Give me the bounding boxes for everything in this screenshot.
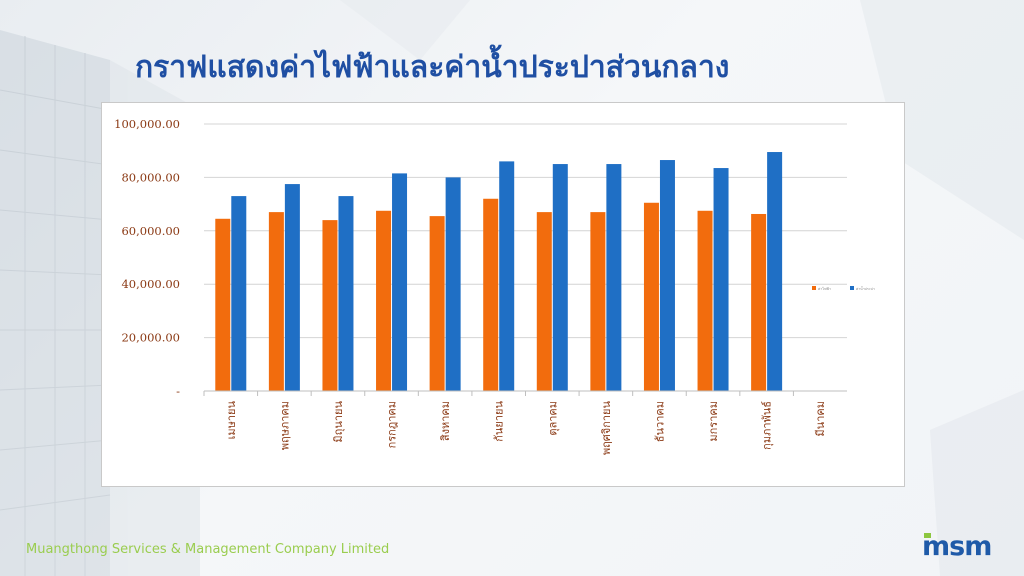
bar-water (338, 196, 354, 391)
x-tick-label: กันยายน (493, 401, 506, 442)
bar-water (659, 160, 675, 391)
x-tick-label: กุมภาพันธ์ (761, 401, 774, 450)
bar-water (445, 177, 461, 391)
legend-swatch (850, 286, 854, 290)
y-tick-label: 100,000.00 (114, 117, 180, 131)
x-tick-label: มกราคม (707, 401, 720, 442)
logo-text: msm (922, 531, 992, 562)
bar-electricity (215, 218, 231, 391)
bar-electricity (429, 216, 445, 391)
x-tick-label: พฤศจิกายน (600, 401, 613, 456)
y-tick-label: 80,000.00 (121, 170, 180, 184)
legend-swatch (812, 286, 816, 290)
slide-title: กราฟแสดงค่าไฟฟ้าและค่าน้ำประปาส่วนกลาง (135, 50, 730, 85)
bar-electricity (643, 202, 659, 391)
x-tick-label: ธันวาคม (653, 401, 666, 442)
bar-water (284, 184, 300, 391)
bar-electricity (697, 210, 713, 391)
bar-electricity (590, 212, 606, 391)
bar-chart: - 20,000.00 40,000.00 60,000.00 80,000.00 100… (114, 117, 875, 456)
bar-electricity (268, 212, 284, 391)
x-tick-label: พฤษภาคม (278, 401, 291, 450)
y-tick-label: - (176, 384, 180, 398)
x-tick-label: สิงหาคม (439, 401, 452, 441)
chart-container: - 20,000.00 40,000.00 60,000.00 80,000.00 100… (101, 102, 905, 487)
x-tick-label: มิถุนายน (332, 401, 345, 443)
msm-logo: msm (922, 531, 992, 562)
bar-water (499, 161, 515, 391)
company-footer: Muangthong Services & Management Company… (26, 542, 390, 557)
x-tick-label: เมษายน (225, 401, 238, 440)
bar-electricity (536, 212, 552, 391)
bar-electricity (322, 220, 338, 391)
y-tick-label: 40,000.00 (121, 277, 180, 291)
y-tick-label: 20,000.00 (121, 331, 180, 345)
bar-water (606, 164, 622, 391)
bar-electricity (751, 213, 767, 391)
legend-label: ค่าไฟฟ้า (818, 286, 831, 291)
legend-label: ค่าน้ำประปา (856, 286, 875, 291)
x-tick-label: กรกฎาคม (386, 401, 399, 448)
bar-water (552, 164, 568, 391)
x-tick-label: ตุลาคม (546, 401, 559, 436)
bar-water (713, 168, 729, 391)
bar-water (392, 173, 408, 391)
bar-water (231, 196, 247, 391)
bar-electricity (483, 198, 499, 391)
bar-water (767, 152, 783, 391)
logo-accent-mark (924, 533, 931, 538)
x-tick-label: มีนาคม (814, 401, 827, 437)
bar-electricity (376, 210, 392, 391)
y-tick-label: 60,000.00 (121, 224, 180, 238)
